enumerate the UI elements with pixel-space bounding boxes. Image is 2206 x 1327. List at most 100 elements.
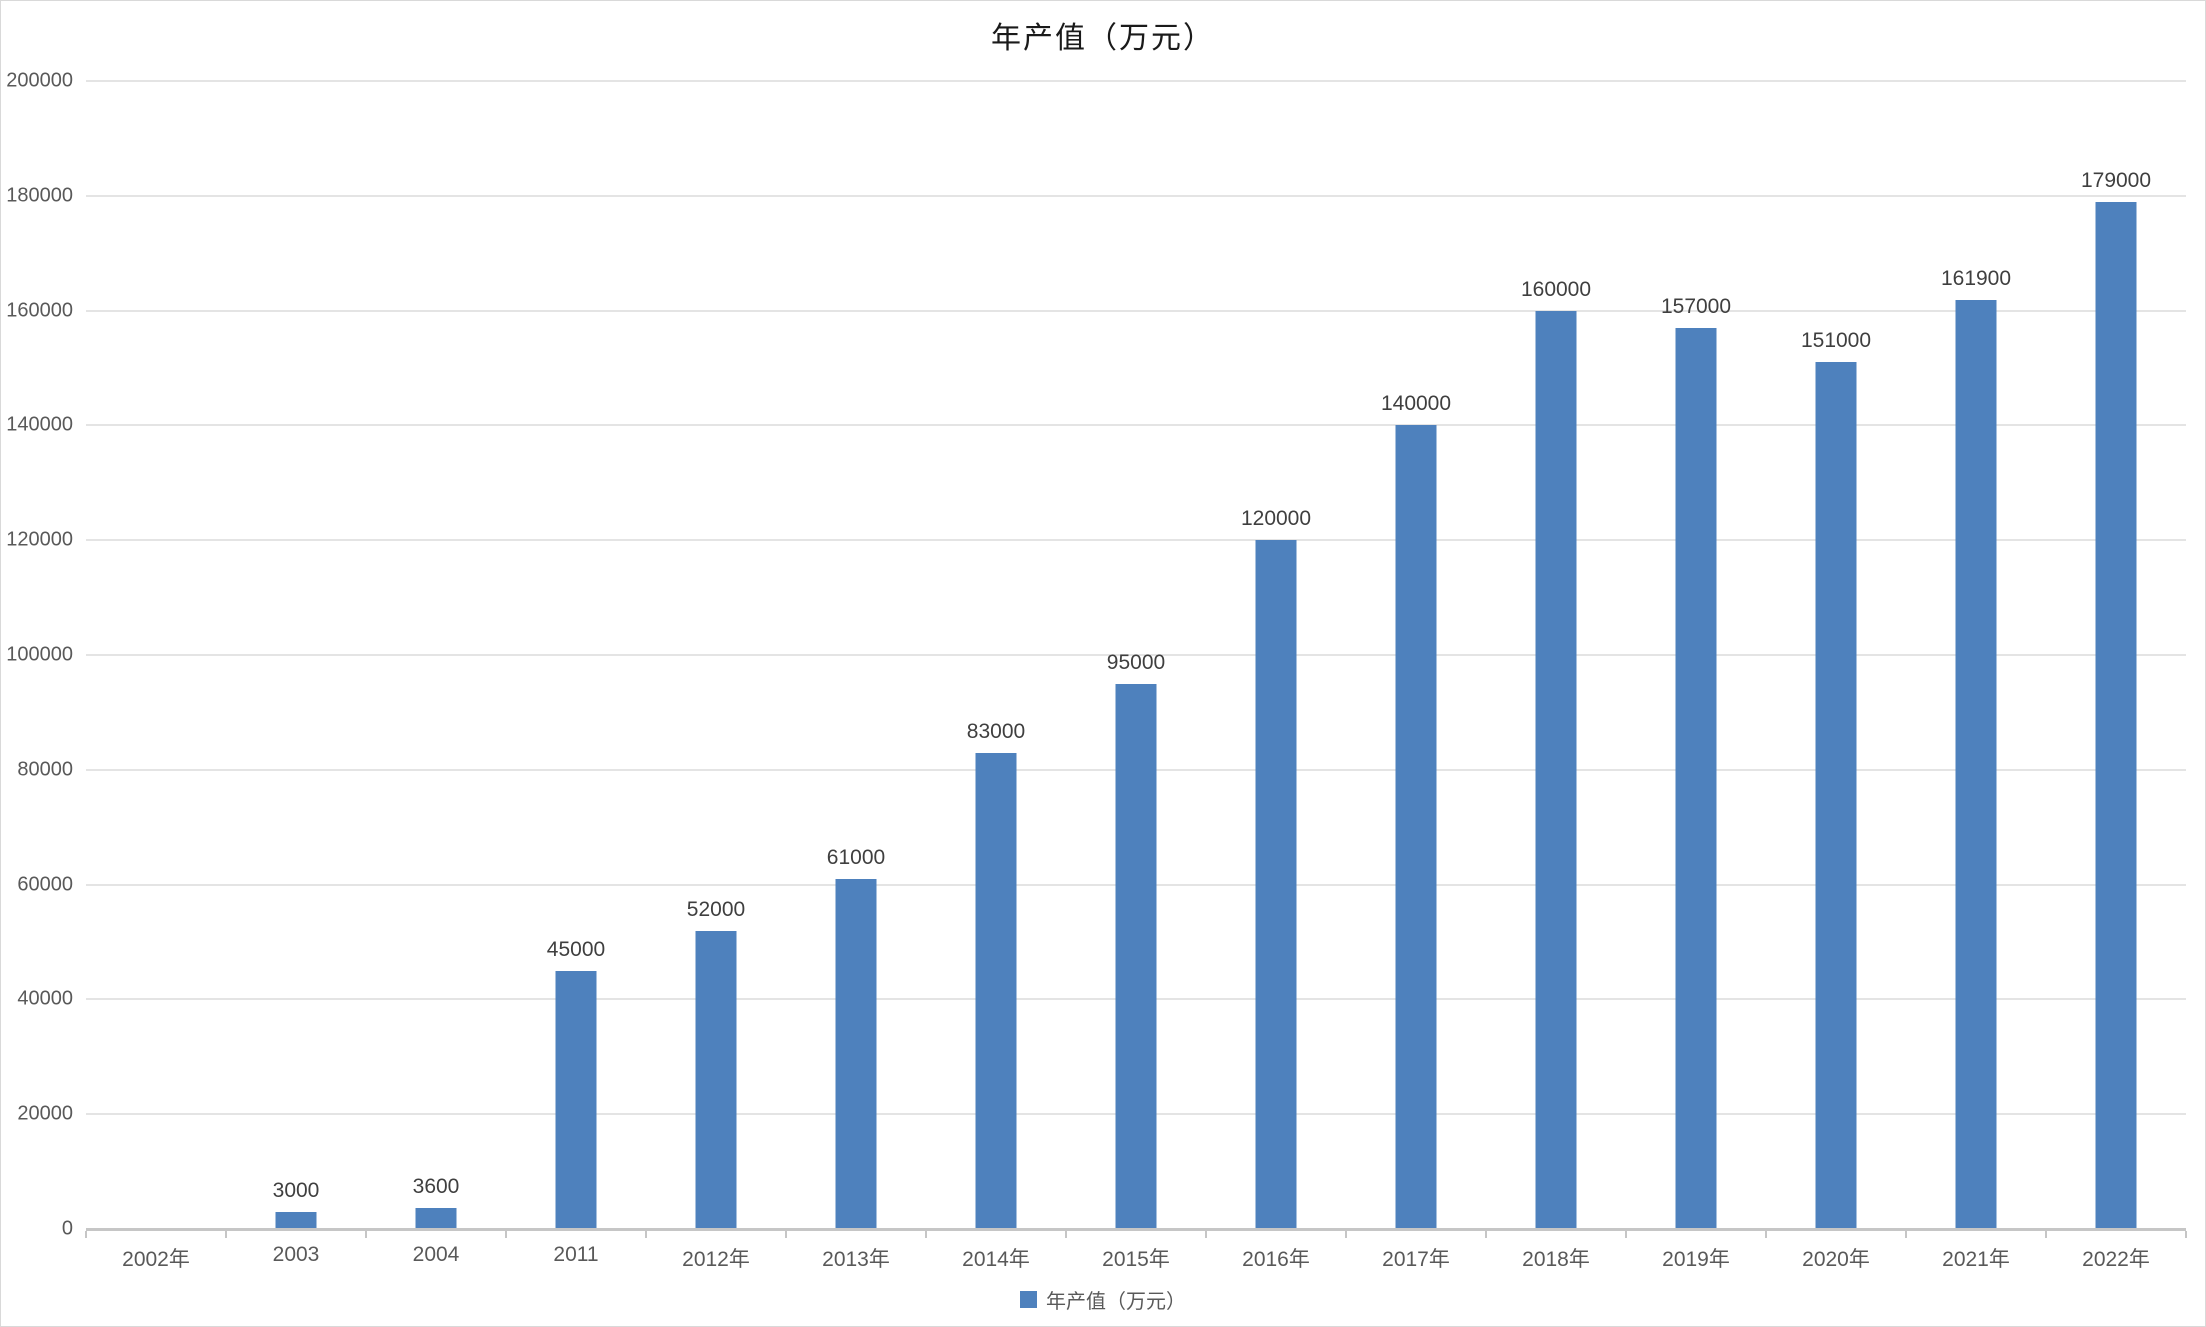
bar-value-label: 140000: [1380, 392, 1452, 416]
y-tick-label: 180000: [6, 184, 73, 207]
bar-value-label: 157000: [1660, 294, 1732, 318]
x-tick-label: 2016年: [1242, 1248, 1310, 1271]
axis-tick: [1765, 1231, 1767, 1238]
bar-value-label: 151000: [1800, 329, 1872, 353]
category-cell: 151000: [1766, 81, 1906, 1229]
axis-tick: [1485, 1231, 1487, 1238]
category-cell: 120000: [1206, 81, 1346, 1229]
axis-tick: [1905, 1231, 1907, 1238]
bar-value-label: 95000: [1106, 650, 1166, 674]
bar: [2095, 201, 2137, 1229]
x-tick-label: 2011: [553, 1243, 599, 1266]
bar-value-label: 45000: [546, 937, 606, 961]
bar: [975, 752, 1017, 1229]
bar: [1255, 540, 1297, 1229]
axis-tick: [2045, 1231, 2047, 1238]
x-tick-label: 2020年: [1802, 1248, 1870, 1271]
category-cell: 161900: [1906, 81, 2046, 1229]
gridline: [86, 424, 2186, 427]
bar: [1535, 310, 1577, 1229]
gridline: [86, 539, 2186, 542]
y-tick-label: 0: [61, 1217, 73, 1240]
axis-tick: [1205, 1231, 1207, 1238]
axis-tick: [645, 1231, 647, 1238]
axis-tick: [1345, 1231, 1347, 1238]
y-tick-label: 120000: [6, 528, 73, 551]
axis-tick: [1065, 1231, 1067, 1238]
y-tick-label: 160000: [6, 299, 73, 322]
bar-value-label: 83000: [966, 719, 1026, 743]
gridline: [86, 80, 2186, 82]
bar: [1955, 299, 1997, 1229]
category-cell: 140000: [1346, 81, 1486, 1229]
x-tick-label: 2014年: [962, 1248, 1030, 1271]
bar: [415, 1208, 457, 1229]
legend-label: 年产值（万元）: [1046, 1291, 1186, 1313]
gridline: [86, 194, 2186, 197]
y-tick-label: 20000: [17, 1102, 73, 1125]
x-tick-label: 2018年: [1522, 1248, 1590, 1271]
category-cell: [86, 81, 226, 1229]
bar-value-label: 160000: [1520, 277, 1592, 301]
y-tick-label: 80000: [17, 758, 73, 781]
x-tick-label: 2022年: [2082, 1248, 2150, 1271]
axis-tick: [505, 1231, 507, 1238]
y-tick-label: 40000: [17, 987, 73, 1010]
category-cell: 3600: [366, 81, 506, 1229]
bar: [1675, 327, 1717, 1229]
x-tick-label: 2002年: [122, 1248, 190, 1271]
x-tick-label: 2004: [412, 1243, 460, 1266]
chart-title: 年产值（万元）: [991, 21, 1215, 56]
axis-tick: [1625, 1231, 1627, 1238]
x-tick-label: 2021年: [1942, 1248, 2010, 1271]
category-cell: 52000: [646, 81, 786, 1229]
x-tick-label: 2017年: [1382, 1248, 1450, 1271]
category-cell: 45000: [506, 81, 646, 1229]
axis-tick: [785, 1231, 787, 1238]
x-axis-line: [86, 1228, 2186, 1231]
bar: [695, 930, 737, 1229]
y-tick-label: 100000: [6, 643, 73, 666]
axis-tick: [925, 1231, 927, 1238]
x-tick-label: 2015年: [1102, 1248, 1170, 1271]
legend-marker-icon: [1020, 1291, 1037, 1308]
bars-container: 3000 3600 45000 52000 61000 83000 95000 120000 1…: [86, 81, 2186, 1229]
y-tick-label: 200000: [6, 69, 73, 92]
x-tick-label: 2003: [272, 1243, 320, 1266]
bar-value-label: 61000: [826, 845, 886, 869]
bar-value-label: 3600: [412, 1175, 460, 1199]
bar-value-label: 179000: [2080, 168, 2152, 192]
bar-value-label: 52000: [686, 897, 746, 921]
category-cell: 3000: [226, 81, 366, 1229]
y-axis-labels: 0 20000 40000 60000 80000 100000 120000 140000 1…: [1, 70, 73, 1240]
bar-value-label: 161900: [1940, 266, 2012, 290]
gridline: [86, 309, 2186, 312]
axis-tick: [85, 1231, 87, 1238]
axis-tick: [225, 1231, 227, 1238]
y-tick-label: 140000: [6, 413, 73, 436]
bar: [1115, 683, 1157, 1229]
bar: [1815, 362, 1857, 1229]
bar: [1395, 425, 1437, 1229]
gridline: [86, 654, 2186, 656]
category-cell: 160000: [1486, 81, 1626, 1229]
x-tick-label: 2013年: [822, 1248, 890, 1271]
category-cell: 61000: [786, 81, 926, 1229]
bar: [275, 1211, 317, 1229]
bar: [835, 878, 877, 1229]
x-axis-labels: 2002年 2003 2004 2011 2012年 2013年 2014年 2015年 201…: [86, 1243, 2186, 1271]
category-cell: 95000: [1066, 81, 1206, 1229]
category-cell: 157000: [1626, 81, 1766, 1229]
x-tick-label: 2012年: [682, 1248, 750, 1271]
category-cell: 179000: [2046, 81, 2186, 1229]
category-cell: 83000: [926, 81, 1066, 1229]
bar-value-label: 120000: [1240, 507, 1312, 531]
y-tick-label: 60000: [17, 873, 73, 896]
axis-tick: [2185, 1231, 2187, 1238]
bar: [555, 970, 597, 1229]
axis-tick: [365, 1231, 367, 1238]
x-tick-label: 2019年: [1662, 1248, 1730, 1271]
bar-value-label: 3000: [272, 1178, 320, 1202]
legend: 年产值（万元）: [1, 1285, 2205, 1314]
